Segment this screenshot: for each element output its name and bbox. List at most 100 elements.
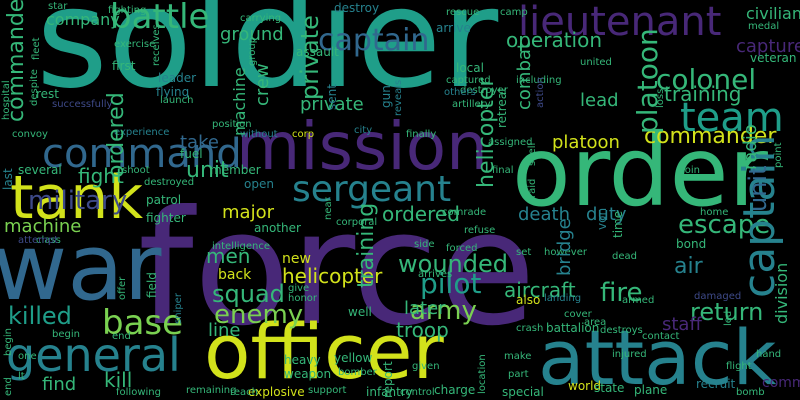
word-despite: time xyxy=(611,210,625,238)
word-flying: new xyxy=(282,251,311,267)
word-remaining: offer xyxy=(117,276,128,300)
word-new: crew xyxy=(252,63,273,106)
word-weapon: leader xyxy=(158,71,197,85)
word-assault: later xyxy=(404,298,446,319)
word-finally: carrying xyxy=(240,13,282,24)
word-division: duty xyxy=(586,204,627,225)
word-end: corporal xyxy=(336,217,378,228)
word-army: escape xyxy=(678,210,771,240)
word-bomber: begin xyxy=(3,328,14,356)
word-destroys: give xyxy=(288,283,310,294)
word-fight: operation xyxy=(506,28,603,52)
word-hand: contact xyxy=(642,331,680,342)
word-captured: battalion xyxy=(546,321,600,335)
word-take: fight xyxy=(78,164,124,188)
word-superior: others xyxy=(444,87,476,98)
word-honor: lt xyxy=(18,371,25,382)
word-recruit: explosive xyxy=(248,385,305,399)
word-command: command xyxy=(42,131,242,177)
word-contact: arrives xyxy=(418,269,453,280)
word-rescue: state xyxy=(594,381,625,395)
word-shell: hand xyxy=(756,349,782,360)
word-last: assigned xyxy=(488,137,533,148)
word-near: city xyxy=(354,125,373,136)
word-armed: however xyxy=(544,247,587,258)
word-city: group xyxy=(247,36,258,66)
word-explosive: assault xyxy=(296,45,339,59)
word-fire: enemy xyxy=(214,300,304,330)
word-colonel: captain xyxy=(318,23,430,58)
word-soldier: soldier xyxy=(36,0,499,119)
word-following: intelligence xyxy=(212,241,271,252)
word-sergeant: sergeant xyxy=(292,169,452,210)
word-launch: flight xyxy=(726,361,752,372)
word-kill: unit xyxy=(186,158,229,183)
word-set: reach xyxy=(230,387,259,398)
word-major: air xyxy=(674,254,703,279)
word-corp: receives xyxy=(151,24,162,66)
word-arrive: bomb xyxy=(736,387,765,398)
word-death: capture xyxy=(736,36,800,57)
word-return: fire xyxy=(600,278,643,308)
word-without: exercise xyxy=(114,39,156,50)
word-given: crash xyxy=(516,323,544,334)
word-bridge: radio xyxy=(740,124,761,170)
word-assigned: arrive xyxy=(436,21,471,35)
word-enemy: wounded xyxy=(398,250,508,278)
word-von: camp xyxy=(500,7,528,18)
word-local: forced xyxy=(446,243,478,254)
word-crash: control xyxy=(400,387,435,398)
word-shot: ordered xyxy=(382,202,460,226)
word-intelligence: finally xyxy=(406,129,437,140)
word-home: captured xyxy=(446,75,491,86)
word-order: order xyxy=(512,116,768,228)
word-charge: destroy xyxy=(334,1,380,15)
word-part: area xyxy=(584,317,607,328)
word-veteran: division xyxy=(772,262,791,324)
word-killed: military xyxy=(28,186,128,216)
word-flight: cover xyxy=(564,309,592,320)
word-class: united xyxy=(580,57,612,68)
word-cover: side xyxy=(414,239,435,250)
word-open: member xyxy=(210,163,261,177)
word-sent: find xyxy=(42,374,77,395)
word-escape: killed xyxy=(8,302,72,330)
word-ey: commanding xyxy=(762,375,800,391)
word-time: local xyxy=(456,61,484,75)
word-special: veteran xyxy=(750,51,797,65)
word-attacked: class xyxy=(36,235,61,246)
word-world: fighter xyxy=(146,211,186,225)
word-fleet: join xyxy=(682,165,701,176)
word-join: including xyxy=(516,75,562,86)
word-arrives: following xyxy=(116,387,161,398)
word-retreat: gun xyxy=(379,85,393,108)
word-pilot: army xyxy=(410,296,477,326)
word-platoon: platoon xyxy=(631,28,664,134)
word-base: base xyxy=(102,303,184,343)
word-destroy: staff xyxy=(662,314,702,335)
word-general: general xyxy=(6,328,181,382)
word-raid: injured xyxy=(612,349,647,360)
word-exercise: convoy xyxy=(12,129,48,140)
word-war: war xyxy=(0,214,162,321)
word-member: despite xyxy=(29,69,40,106)
word-convoy: artillery xyxy=(452,99,491,110)
word-lieutenant: lieutenant xyxy=(518,0,722,45)
word-military: colonel xyxy=(656,63,757,96)
word-officer: officer xyxy=(204,307,444,396)
word-battalion: special xyxy=(502,385,544,399)
word-action: part xyxy=(508,369,529,380)
word-dead: bomber xyxy=(338,367,377,378)
word-comrade: destroyed xyxy=(144,177,195,188)
word-use: attempt xyxy=(18,235,59,246)
word-tank: tank xyxy=(10,163,144,233)
word-several: loss xyxy=(655,88,666,108)
word-force: force xyxy=(138,177,536,361)
word-area: honor xyxy=(288,293,318,304)
word-leader: line xyxy=(208,320,241,341)
word-final: rescue xyxy=(446,7,480,18)
word-support: sniper xyxy=(173,293,184,324)
word-later: take xyxy=(180,132,219,153)
word-machine: aircraft xyxy=(504,278,576,302)
word-patrol: flying xyxy=(156,85,190,99)
